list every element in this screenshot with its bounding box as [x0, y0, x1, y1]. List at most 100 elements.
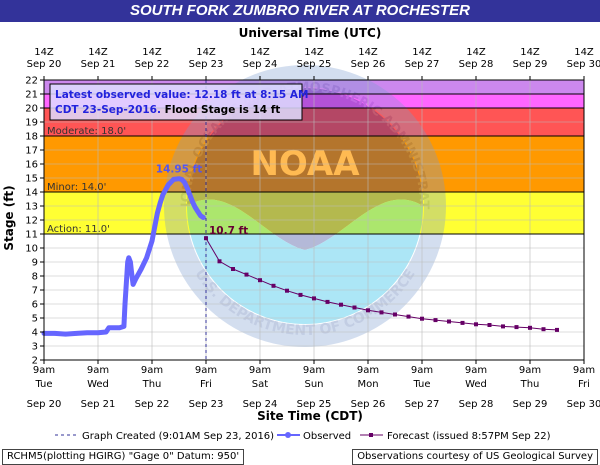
forecast-point: [393, 312, 397, 317]
y-tick-label: 22: [25, 76, 38, 87]
bottom-axis-title: Site Time (CDT): [257, 409, 363, 423]
forecast-point: [541, 327, 546, 332]
top-tick-time: 14Z: [142, 47, 162, 58]
y-tick-label: 17: [25, 146, 38, 157]
forecast-series: [204, 236, 559, 332]
y-tick-label: 8: [32, 272, 38, 283]
observed-point: [152, 224, 157, 230]
top-tick-time: 14Z: [466, 47, 486, 58]
top-axis-title: Universal Time (UTC): [239, 26, 382, 40]
bottom-tick-day: Tue: [412, 379, 430, 390]
observed-point: [139, 266, 144, 272]
bottom-tick-date: Sep 24: [243, 399, 278, 410]
bottom-tick-day: Mon: [357, 379, 378, 390]
legend-observed-label: Observed: [303, 431, 351, 442]
top-tick-time: 14Z: [196, 47, 216, 58]
forecast-point: [460, 320, 465, 325]
y-tick-label: 11: [25, 230, 38, 241]
bottom-tick-time: 9am: [87, 365, 109, 376]
annotation-box: [49, 83, 303, 121]
bottom-tick-date: Sep 22: [135, 399, 170, 410]
y-tick-label: 18: [25, 132, 38, 143]
bottom-tick-time: 9am: [357, 365, 379, 376]
forecast-point: [285, 288, 289, 293]
y-tick-label: 13: [25, 202, 38, 213]
bottom-tick-date: Sep 27: [405, 399, 440, 410]
observed-point: [103, 329, 109, 335]
annotation-date: CDT 23-Sep-2016.: [55, 104, 161, 116]
forecast-point: [339, 302, 343, 307]
y-tick-label: 10: [25, 244, 38, 255]
forecast-point: [217, 259, 222, 264]
top-tick-date: Sep 22: [135, 59, 170, 70]
bottom-tick-time: 9am: [33, 365, 55, 376]
observed-point: [121, 324, 127, 329]
observed-point: [149, 238, 155, 244]
forecast-point: [420, 316, 424, 321]
bottom-tick-time: 9am: [249, 365, 271, 376]
observed-point: [128, 259, 133, 265]
y-tick-label: 3: [32, 342, 38, 353]
top-tick-time: 14Z: [88, 47, 108, 58]
noaa-logo-gull: [187, 88, 423, 250]
forecast-point: [487, 323, 492, 327]
forecast-point: [406, 314, 411, 319]
chart-title: SOUTH FORK ZUMBRO RIVER AT ROCHESTER: [0, 0, 600, 22]
top-tick-time: 14Z: [250, 47, 270, 58]
y-tick-label: 2: [32, 356, 38, 367]
top-tick-date: Sep 25: [297, 59, 332, 70]
y-tick-label: 5: [32, 314, 38, 325]
bottom-tick-date: Sep 23: [189, 399, 224, 410]
observed-point: [85, 330, 90, 335]
threshold-label-minor: Minor: 14.0': [47, 182, 106, 193]
observed-point: [187, 192, 192, 197]
bottom-tick-time: 9am: [141, 365, 163, 376]
top-tick-time: 14Z: [574, 47, 594, 58]
top-tick-time: 14Z: [304, 47, 324, 58]
top-tick-date: Sep 26: [351, 59, 386, 70]
observed-point: [126, 255, 131, 260]
legend-forecast-label: Forecast (issued 8:57PM Sep 22): [387, 431, 551, 442]
top-tick-date: Sep 20: [27, 59, 62, 70]
bottom-tick-time: 9am: [411, 365, 433, 376]
bottom-tick-date: Sep 20: [27, 399, 62, 410]
y-tick-label: 16: [25, 160, 38, 171]
annotation-line2: CDT 23-Sep-2016. Flood Stage is 14 ft: [55, 104, 280, 116]
bottom-tick-time: 9am: [519, 365, 541, 376]
top-tick-date: Sep 27: [405, 59, 440, 70]
y-tick-label: 20: [25, 104, 38, 115]
threshold-label-action: Action: 11.0': [47, 224, 110, 235]
observed-point: [179, 177, 184, 182]
observed-point: [112, 325, 117, 330]
bottom-tick-day: Wed: [87, 379, 109, 390]
forecast-point: [352, 305, 357, 310]
bottom-tick-time: 9am: [573, 365, 595, 376]
bottom-tick-date: Sep 28: [459, 399, 494, 410]
observed-point: [74, 331, 79, 336]
value-labels: 14.95 ft 10.7 ft: [156, 164, 248, 238]
top-tick-date: Sep 30: [567, 59, 600, 70]
bottom-tick-time: 9am: [195, 365, 217, 376]
bottom-tick-date: Sep 29: [513, 399, 548, 410]
axes: 234567891011121314151617181920212214ZSep…: [25, 47, 600, 410]
observed-point: [190, 199, 195, 204]
observed-point: [123, 285, 129, 290]
top-tick-time: 14Z: [520, 47, 540, 58]
y-tick-label: 4: [32, 328, 38, 339]
forecast-point: [298, 292, 303, 297]
y-tick-label: 19: [25, 118, 38, 129]
bottom-tick-day: Wed: [465, 379, 487, 390]
threshold-label-moderate: Moderate: 18.0': [47, 126, 126, 137]
bottom-tick-day: Thu: [142, 379, 162, 390]
forecast-point: [244, 272, 249, 277]
forecast-point: [312, 296, 316, 301]
annotation-line1: Latest observed value: 12.18 ft at 8:15 …: [55, 89, 308, 101]
observed-point: [130, 282, 136, 287]
bottom-tick-day: Fri: [578, 379, 590, 390]
bottom-tick-date: Sep 25: [297, 399, 332, 410]
forecast-point: [258, 278, 262, 283]
bottom-tick-day: Tue: [34, 379, 52, 390]
forecast-point: [379, 310, 384, 315]
bottom-tick-day: Sun: [304, 379, 323, 390]
observed-point: [184, 185, 190, 190]
